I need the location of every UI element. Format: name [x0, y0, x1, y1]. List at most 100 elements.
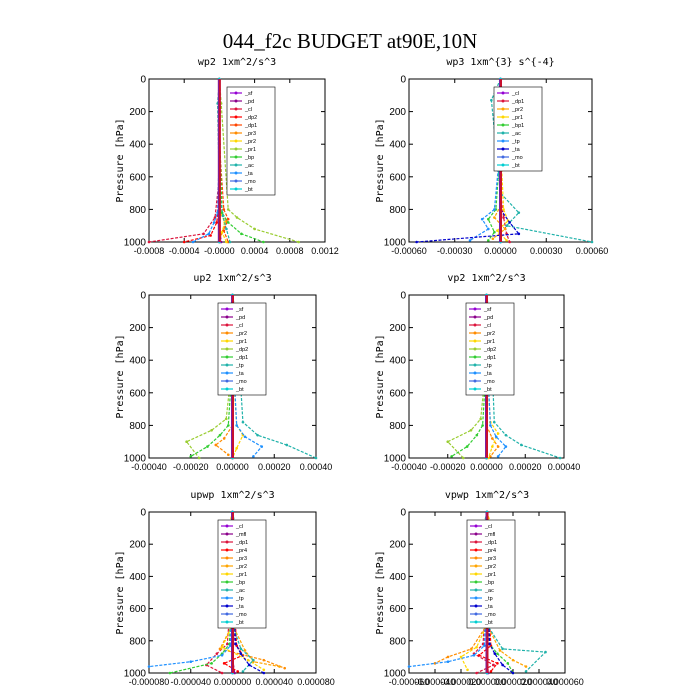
legend-label: _bt — [235, 620, 244, 626]
data-point_pr1 — [246, 658, 250, 662]
figure-title: 044_f2c BUDGET at90E,10N — [223, 29, 478, 53]
legend-label: _ac — [484, 588, 494, 594]
data-point_dp1 — [475, 433, 479, 437]
data-point_pr2 — [493, 216, 496, 219]
legend: _cl _dp1 _pr2 _pr1 _bp1 _ac _tp _ta _mo _bt — [493, 86, 543, 172]
legend-marker — [234, 139, 238, 143]
y-tick-label: 1000 — [384, 669, 407, 680]
legend-label: _mo — [511, 155, 523, 161]
legend-label: _mo — [484, 612, 496, 618]
legend-marker — [225, 620, 229, 624]
series-line_ta — [486, 512, 514, 674]
legend-marker — [501, 131, 505, 135]
x-tick-label: 0.00020 — [258, 462, 291, 472]
data-point_pr1 — [466, 668, 469, 672]
x-tick-label: -0.00020 — [173, 462, 209, 472]
series-line_ta — [231, 512, 265, 674]
y-tick-label: 400 — [389, 140, 406, 151]
data-point_pr1 — [226, 208, 230, 211]
data-point_ac — [544, 650, 547, 654]
legend-label: _bt — [244, 187, 253, 193]
legend-marker — [473, 347, 477, 351]
legend-label: _ta — [483, 371, 493, 377]
data-point_ac — [221, 214, 225, 218]
legend-marker — [501, 155, 505, 159]
x-tick-label: 0.000040 — [520, 677, 558, 687]
legend-marker — [501, 91, 505, 95]
data-point_ta — [234, 642, 237, 646]
legend-label: _dp1 — [235, 540, 248, 546]
data-point_dp1 — [218, 433, 222, 437]
panel-title: wp3 1xm^{3} s^{-4} — [446, 57, 554, 68]
legend-marker — [501, 163, 505, 167]
legend-marker — [501, 99, 505, 103]
y-tick-label: 800 — [389, 205, 406, 216]
data-point_pr2 — [278, 665, 281, 668]
x-tick-label: 0.0012 — [311, 246, 339, 256]
data-point_tp — [256, 433, 259, 437]
legend-marker — [473, 307, 477, 311]
data-point_pr2 — [227, 453, 230, 457]
y-tick-label: 200 — [389, 323, 406, 334]
legend-marker — [474, 604, 478, 608]
y-tick-label: 400 — [129, 140, 146, 151]
legend-label: _bt — [511, 163, 520, 169]
legend-marker — [501, 147, 505, 151]
legend-label: _sf — [483, 307, 492, 313]
data-point_dp1 — [508, 240, 511, 244]
legend-label: _ac — [235, 588, 245, 594]
data-point_bp — [210, 662, 213, 665]
legend-marker — [225, 556, 229, 560]
legend-marker — [501, 115, 505, 119]
x-tick-label: -0.000020 — [441, 677, 482, 687]
data-point_pr4 — [222, 662, 226, 665]
y-tick-label: 800 — [129, 636, 146, 647]
series-line_ac — [231, 511, 255, 672]
legend-marker — [234, 187, 238, 191]
data-point_dp1 — [475, 671, 478, 675]
x-tick-label: 0.000000 — [214, 677, 252, 687]
legend-marker — [225, 564, 229, 568]
x-tick-label: 0.000080 — [297, 677, 335, 687]
legend-marker — [234, 163, 238, 167]
y-tick-label: 600 — [129, 388, 146, 399]
y-axis-label: Pressure [hPa] — [115, 334, 126, 418]
data-point_dp1 — [220, 671, 224, 675]
series-line_dp1 — [473, 512, 495, 674]
legend-label: _sf — [244, 91, 253, 97]
legend-marker — [225, 387, 229, 391]
data-point_dp1 — [189, 455, 193, 458]
panel-6: vpwp 1xm^2/s^3 Pressure [hPa] 0 200 400 600 80… — [375, 490, 584, 687]
data-point_dp1 — [227, 424, 230, 427]
legend-marker — [225, 363, 229, 367]
legend-label: _pd — [483, 315, 493, 321]
legend-label: _ta — [244, 171, 254, 177]
legend-label: _pr2 — [483, 331, 495, 337]
y-tick-label: 400 — [389, 572, 406, 583]
data-point_tp — [241, 420, 245, 424]
data-point_dp1 — [226, 217, 230, 221]
legend-label: _cl — [483, 323, 491, 329]
legend-marker — [234, 99, 238, 103]
legend-marker — [225, 347, 229, 351]
data-point_ta — [517, 232, 521, 236]
data-point_ta — [494, 435, 498, 439]
y-tick-label: 1000 — [124, 454, 147, 465]
data-point_bp1 — [493, 230, 496, 234]
y-tick-label: 600 — [389, 604, 406, 615]
series-line_pr4 — [222, 512, 244, 672]
data-point_pr1 — [505, 239, 508, 242]
panel-title: up2 1xm^2/s^3 — [193, 273, 271, 284]
series-line_tp — [148, 512, 234, 668]
legend-marker — [234, 91, 238, 95]
legend-marker — [501, 139, 505, 143]
data-point_ac — [241, 670, 245, 673]
legend-label: _dp1 — [483, 355, 496, 361]
legend-marker — [474, 540, 478, 544]
data-point_pr2 — [243, 649, 247, 652]
legend-marker — [473, 379, 477, 383]
data-point_pr2 — [220, 230, 224, 234]
y-tick-label: 400 — [129, 572, 146, 583]
data-point_pr4 — [236, 670, 240, 673]
